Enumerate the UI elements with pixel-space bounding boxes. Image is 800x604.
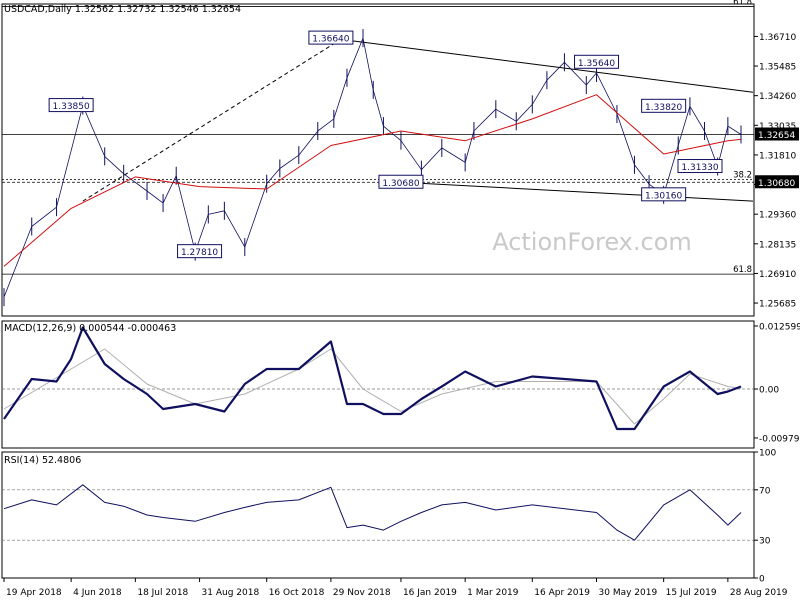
rsi-axis-tick-label: 0: [759, 575, 765, 585]
price-callout-label: 1.27810: [181, 248, 218, 258]
series-layer: [3, 29, 742, 541]
price-panel-frame: [1, 3, 755, 317]
trendline: [82, 37, 344, 202]
guide-lines: 61.8 38.2 61.8: [2, 0, 754, 541]
price-axis-tick-label: 1.28135: [759, 240, 796, 250]
rsi-axis-tick-label: 30: [759, 537, 771, 547]
x-axis-tick-label: 29 Nov 2018: [333, 588, 391, 598]
price-callout-label: 1.30160: [645, 191, 682, 201]
macd-axis-tick-label: -0.00979: [759, 434, 800, 444]
price-axis-tick-label: 1.34260: [759, 92, 796, 102]
price-axis-tick-label: 1.26910: [759, 270, 796, 280]
x-axis-tick-label: 16 Oct 2018: [269, 588, 325, 598]
price-callout-box: [378, 174, 424, 189]
macd-line: [3, 326, 742, 431]
price-callout-label: 1.35640: [578, 59, 615, 69]
x-axis-tick-label: 15 Jul 2019: [666, 588, 717, 598]
fib-level-label: 61.8: [733, 0, 752, 7]
x-axis-tick-label: 18 Jul 2018: [137, 588, 188, 598]
macd-panel-frame: [1, 320, 755, 449]
x-axis-tick-label: 19 Apr 2018: [6, 588, 62, 598]
price-callout-box: [574, 54, 620, 69]
x-axis-tick-label: 30 May 2019: [599, 588, 658, 598]
price-axis-tick-label: 1.31810: [759, 151, 796, 161]
price-callout-label: 1.36640: [312, 35, 349, 45]
price-callout-label: 1.30680: [382, 179, 419, 189]
watermark-text: ActionForex.com: [492, 228, 692, 256]
price-callout-box: [677, 159, 723, 174]
axis-layer: 1.367101.354851.342601.330351.318101.305…: [3, 33, 800, 598]
x-axis-tick-label: 31 Aug 2018: [202, 588, 260, 598]
price-callout-box: [48, 98, 94, 113]
macd-panel-title: MACD(12,26,9) 0.000544 -0.000463: [4, 323, 176, 334]
macd-axis-tick-label: 0.00: [759, 386, 779, 396]
x-axis-tick-label: 16 Apr 2019: [534, 588, 590, 598]
macd-signal-line: [3, 348, 742, 425]
x-axis-tick-label: 1 Mar 2019: [467, 588, 519, 598]
rsi-panel-frame: [1, 451, 755, 579]
price-axis-tick-label: 1.35485: [759, 63, 796, 73]
price-axis-tick-label: 1.25685: [759, 300, 796, 310]
price-callout-box: [641, 98, 687, 113]
price-callout-box: [641, 187, 687, 202]
price-axis-tick-label: 1.29360: [759, 211, 796, 221]
x-axis-tick-label: 16 Jan 2019: [403, 588, 457, 598]
price-callout-label: 1.33820: [645, 103, 682, 113]
rsi-axis-tick-label: 100: [759, 449, 776, 459]
x-axis-tick-label: 28 Aug 2019: [730, 588, 788, 598]
watermark-layer: ActionForex.com: [492, 228, 692, 256]
fib-level-label: 38.2: [733, 170, 752, 180]
rsi-line: [3, 484, 742, 541]
price-panel-title: USDCAD,Daily 1.32562 1.32732 1.32546 1.3…: [4, 4, 241, 15]
trendline: [330, 37, 754, 93]
panel-frames: [1, 3, 755, 579]
rsi-panel-title: RSI(14) 52.4806: [4, 455, 81, 466]
macd-axis-tick-label: 0.012599: [759, 323, 800, 333]
price-tag-box: [755, 175, 799, 189]
price-callout-box: [308, 30, 354, 45]
price-series-line: [3, 37, 742, 298]
price-axis-tick-label: 1.33035: [759, 122, 796, 132]
x-axis-tick-label: 4 Jun 2018: [73, 588, 122, 598]
fib-level-label: 61.8: [733, 265, 752, 275]
price-axis-tick-label: 1.36710: [759, 33, 796, 43]
price-callout-label: 1.33850: [53, 102, 90, 112]
price-tag-box: [755, 127, 799, 141]
price-callout-box: [177, 244, 223, 259]
price-tag-label: 1.30680: [758, 179, 795, 189]
rsi-axis-tick-label: 70: [759, 486, 771, 496]
moving-average-line: [3, 94, 742, 267]
trendline: [400, 181, 754, 202]
price-tag-label: 1.32654: [758, 131, 795, 141]
price-callout-label: 1.31330: [681, 163, 718, 173]
labels-layer: 1.36640 1.35640 1.33850 1.33820 1.30680 1.313…: [48, 30, 723, 259]
